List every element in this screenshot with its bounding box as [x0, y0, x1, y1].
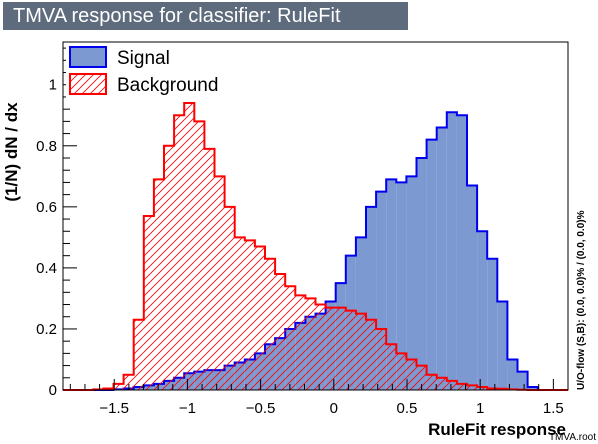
- background-bin: [436, 377, 447, 390]
- signal-bin: [487, 258, 498, 390]
- background-bin: [467, 385, 478, 390]
- background-bin: [224, 206, 235, 390]
- legend-label-signal: Signal: [117, 48, 170, 69]
- background-bin: [406, 359, 417, 390]
- signal-bin: [507, 359, 518, 390]
- background-bin: [265, 258, 276, 390]
- legend-swatch-signal: [69, 46, 107, 68]
- background-bin: [244, 240, 255, 390]
- x-tick-label: 0: [330, 400, 338, 417]
- background-bin: [456, 383, 467, 390]
- axes-layer: −1.5 −1 −0.5 0 0.5 1 1.5 0 0.2 0.4 0.6 0.8 1: [36, 47, 569, 417]
- overflow-label: U/O-flow (S,B): (0.0, 0.0)% / (0.0, 0.0)…: [576, 210, 587, 390]
- series-background: [63, 102, 568, 391]
- legend: Signal Background: [66, 44, 241, 99]
- x-tick-label: −1: [179, 400, 196, 417]
- y-tick-label: 0.4: [36, 260, 57, 277]
- footer-label: TMVA.root: [549, 432, 596, 443]
- background-bin: [335, 307, 346, 390]
- x-tick-label: −0.5: [246, 400, 276, 417]
- signal-bin: [426, 139, 437, 390]
- y-tick-label: 0.8: [36, 138, 57, 155]
- background-bin: [254, 246, 265, 390]
- x-tick-label: −1.5: [99, 400, 129, 417]
- background-bin: [184, 103, 195, 390]
- background-bin: [366, 319, 377, 390]
- background-bin: [174, 115, 185, 391]
- background-bin: [214, 176, 225, 390]
- signal-bin: [456, 115, 467, 391]
- background-bin: [426, 374, 437, 390]
- background-bin: [416, 365, 427, 390]
- x-axis-title: RuleFit response: [428, 420, 566, 439]
- y-tick-label: 1: [49, 77, 57, 94]
- background-bin: [345, 310, 356, 390]
- legend-label-background: Background: [117, 75, 218, 96]
- legend-swatch-background: [69, 73, 107, 95]
- background-bin: [477, 386, 488, 390]
- background-bin: [123, 374, 134, 390]
- background-bin: [275, 274, 286, 390]
- signal-bin: [406, 176, 417, 390]
- y-tick-label: 0.6: [36, 199, 57, 216]
- background-bin: [355, 313, 366, 390]
- signal-bin: [436, 127, 447, 390]
- signal-bin: [497, 301, 508, 390]
- background-bin: [325, 307, 336, 390]
- background-bin: [143, 216, 154, 390]
- background-bin: [305, 298, 316, 390]
- x-tick-label: 1.5: [543, 400, 564, 417]
- background-bin: [446, 380, 457, 390]
- background-bin: [194, 121, 205, 391]
- background-bin: [386, 344, 397, 390]
- y-axis-title: (1/N) dN / dx: [2, 102, 21, 202]
- chart-title: TMVA response for classifier: RuleFit: [13, 5, 341, 27]
- signal-bin: [517, 371, 528, 390]
- background-bin: [164, 145, 175, 390]
- background-outline: [63, 102, 568, 391]
- background-bin: [153, 179, 164, 390]
- signal-bin: [477, 231, 488, 390]
- background-bin: [113, 383, 124, 390]
- signal-bin: [386, 179, 397, 390]
- x-tick-label: 1: [476, 400, 484, 417]
- histogram-layer: [63, 102, 568, 391]
- title-box: TMVA response for classifier: RuleFit: [3, 2, 408, 30]
- signal-bin: [376, 191, 387, 390]
- signal-bin: [366, 206, 377, 390]
- background-bin: [295, 295, 306, 390]
- signal-bin: [416, 158, 427, 390]
- background-bin: [133, 319, 144, 390]
- signal-bin: [446, 112, 457, 391]
- x-tick-label: 0.5: [397, 400, 418, 417]
- y-tick-label: 0: [49, 382, 57, 399]
- background-bin: [204, 148, 215, 390]
- y-tick-label: 0.2: [36, 321, 57, 338]
- background-bin: [376, 328, 387, 390]
- signal-bin: [467, 185, 478, 390]
- background-bin: [285, 286, 296, 390]
- background-bin: [396, 353, 407, 390]
- background-bin: [315, 304, 326, 390]
- plot-frame: [62, 41, 569, 391]
- signal-bin: [396, 182, 407, 390]
- background-bin: [234, 237, 245, 390]
- signal-bin: [527, 386, 538, 390]
